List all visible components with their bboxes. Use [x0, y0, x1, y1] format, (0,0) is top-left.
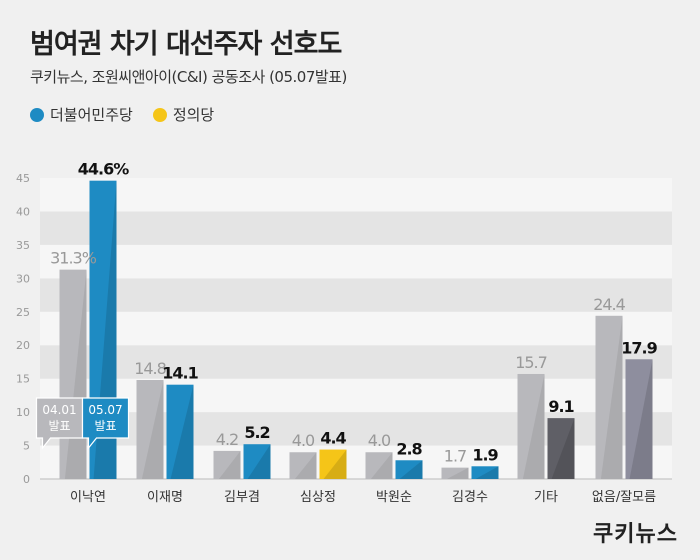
value-label-curr: 9.1 [548, 397, 574, 416]
x-tick-label: 박원순 [376, 490, 412, 505]
y-tick-label: 40 [16, 205, 30, 218]
brand-text: 쿠키뉴스 [593, 522, 678, 547]
bar-prev-shade [522, 373, 545, 479]
brand-logo: 쿠키뉴스 [593, 516, 678, 548]
value-label-curr: 14.1 [162, 364, 198, 383]
legend-swatch-icon [152, 107, 167, 122]
legend-label: 더불어민주당 [50, 106, 133, 124]
bar-prev [289, 452, 317, 479]
value-label-prev: 4.0 [292, 431, 315, 450]
bar-prev-shade [370, 452, 393, 479]
legend-item-justice: 정의당 [152, 104, 215, 125]
y-tick-label: 10 [16, 406, 30, 419]
y-tick-label: 5 [23, 440, 30, 453]
bar-curr [625, 359, 653, 479]
grid-band [40, 445, 672, 479]
value-label-curr: 4.4 [320, 429, 346, 448]
value-label-prev: 15.7 [515, 353, 547, 372]
y-tick-label: 30 [16, 272, 30, 285]
value-label-curr: 1.9 [472, 445, 498, 464]
value-label-curr: 17.9 [621, 338, 657, 357]
chart-title: 범여권 차기 대선주자 선호도 [30, 29, 342, 60]
y-tick-label: 35 [16, 239, 30, 252]
legend-label: 정의당 [172, 106, 215, 124]
bar-curr-shade [247, 444, 271, 479]
legend-item-democratic: 더불어민주당 [30, 104, 133, 125]
x-tick-label: 김경수 [452, 490, 488, 505]
value-label-curr: 5.2 [244, 423, 269, 442]
bar-curr-shade [551, 418, 575, 479]
bar-prev [595, 315, 623, 479]
legend-swatch-icon [30, 107, 44, 122]
y-tick-label: 0 [23, 473, 30, 486]
x-tick-label: 김부겸 [224, 490, 260, 505]
y-tick-label: 15 [16, 373, 30, 386]
bar-prev [441, 467, 469, 479]
bar-prev-shade [218, 450, 241, 479]
value-label-prev: 24.4 [593, 295, 625, 314]
y-tick-label: 25 [16, 306, 30, 319]
grid-band [40, 178, 672, 212]
bar-prev [136, 380, 164, 479]
bar-curr-shade [629, 359, 653, 479]
x-tick-label: 이낙연 [70, 490, 106, 505]
bar-curr [243, 444, 271, 479]
bar-curr-shade [475, 466, 499, 479]
bar-curr [395, 460, 423, 479]
chart-subtitle: 쿠키뉴스, 조원씨앤아이(C&I) 공동조사 (05.07발표) [30, 68, 347, 86]
grid-band [40, 311, 672, 346]
bar-curr [166, 384, 194, 479]
bar-curr [471, 466, 499, 479]
bar-curr-shade [323, 449, 347, 479]
x-tick-label: 이재명 [147, 490, 183, 505]
callout-prev-text: 발표 [48, 419, 70, 433]
bar-curr [319, 449, 347, 479]
bar-prev-shade [446, 467, 469, 479]
callout-prev-text: 04.01 [42, 403, 76, 417]
grid-band [40, 345, 672, 379]
callout-curr-text: 05.07 [88, 403, 122, 417]
grid-band [40, 278, 672, 312]
bar-prev [213, 450, 241, 479]
value-label-prev: 31.3% [50, 249, 97, 268]
bar-prev [365, 452, 393, 479]
grid-band [40, 412, 672, 446]
bar-curr-shade [399, 460, 423, 479]
grid-band [40, 244, 672, 279]
callout-curr [81, 397, 130, 450]
callout-curr-text: 발표 [94, 419, 116, 433]
bar-prev [59, 269, 87, 479]
value-label-curr: 44.6% [78, 160, 129, 179]
legend: 더불어민주당 정의당 [30, 104, 214, 125]
value-label-curr: 2.8 [396, 439, 422, 458]
value-label-prev: 4.2 [216, 430, 238, 449]
y-tick-label: 20 [16, 339, 30, 352]
bar-chart: 0 5 10 15 20 25 30 35 40 45 31.3% 44.6% 이낙연 14.814.1 이… [16, 160, 672, 505]
y-tick-label: 45 [16, 172, 30, 185]
value-label-prev: 4.0 [368, 431, 391, 450]
value-label-prev: 1.7 [444, 447, 466, 466]
x-tick-label: 기타 [534, 490, 558, 505]
bar-curr [547, 418, 575, 479]
grid-band [40, 378, 672, 413]
bar-prev [517, 373, 545, 479]
bar-prev-shade [141, 380, 164, 479]
bar-curr-shade [170, 384, 194, 479]
x-tick-label: 없음/잘모름 [592, 490, 656, 505]
bar-prev-shade [294, 452, 317, 479]
bar-prev-shade [600, 315, 623, 479]
x-tick-label: 심상정 [300, 490, 336, 505]
value-label-prev: 14.8 [134, 359, 166, 378]
grid-band [40, 211, 672, 245]
